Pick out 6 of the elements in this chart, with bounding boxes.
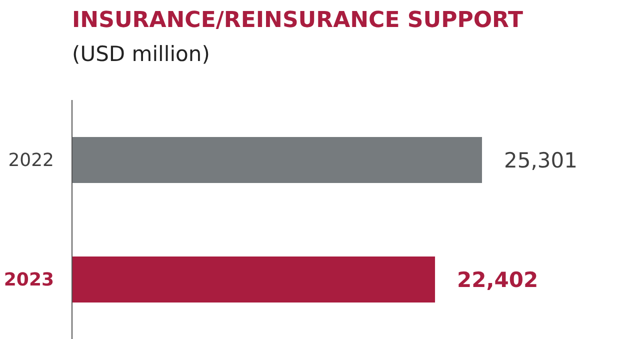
y-tick-label: 2023 <box>4 270 54 291</box>
y-tick-label: 2022 <box>8 150 54 172</box>
data-label: 22,402 <box>457 268 538 292</box>
chart-subtitle: (USD million) <box>72 42 210 66</box>
chart-title: INSURANCE/REINSURANCE SUPPORT <box>72 8 523 33</box>
data-label: 25,301 <box>504 148 578 172</box>
